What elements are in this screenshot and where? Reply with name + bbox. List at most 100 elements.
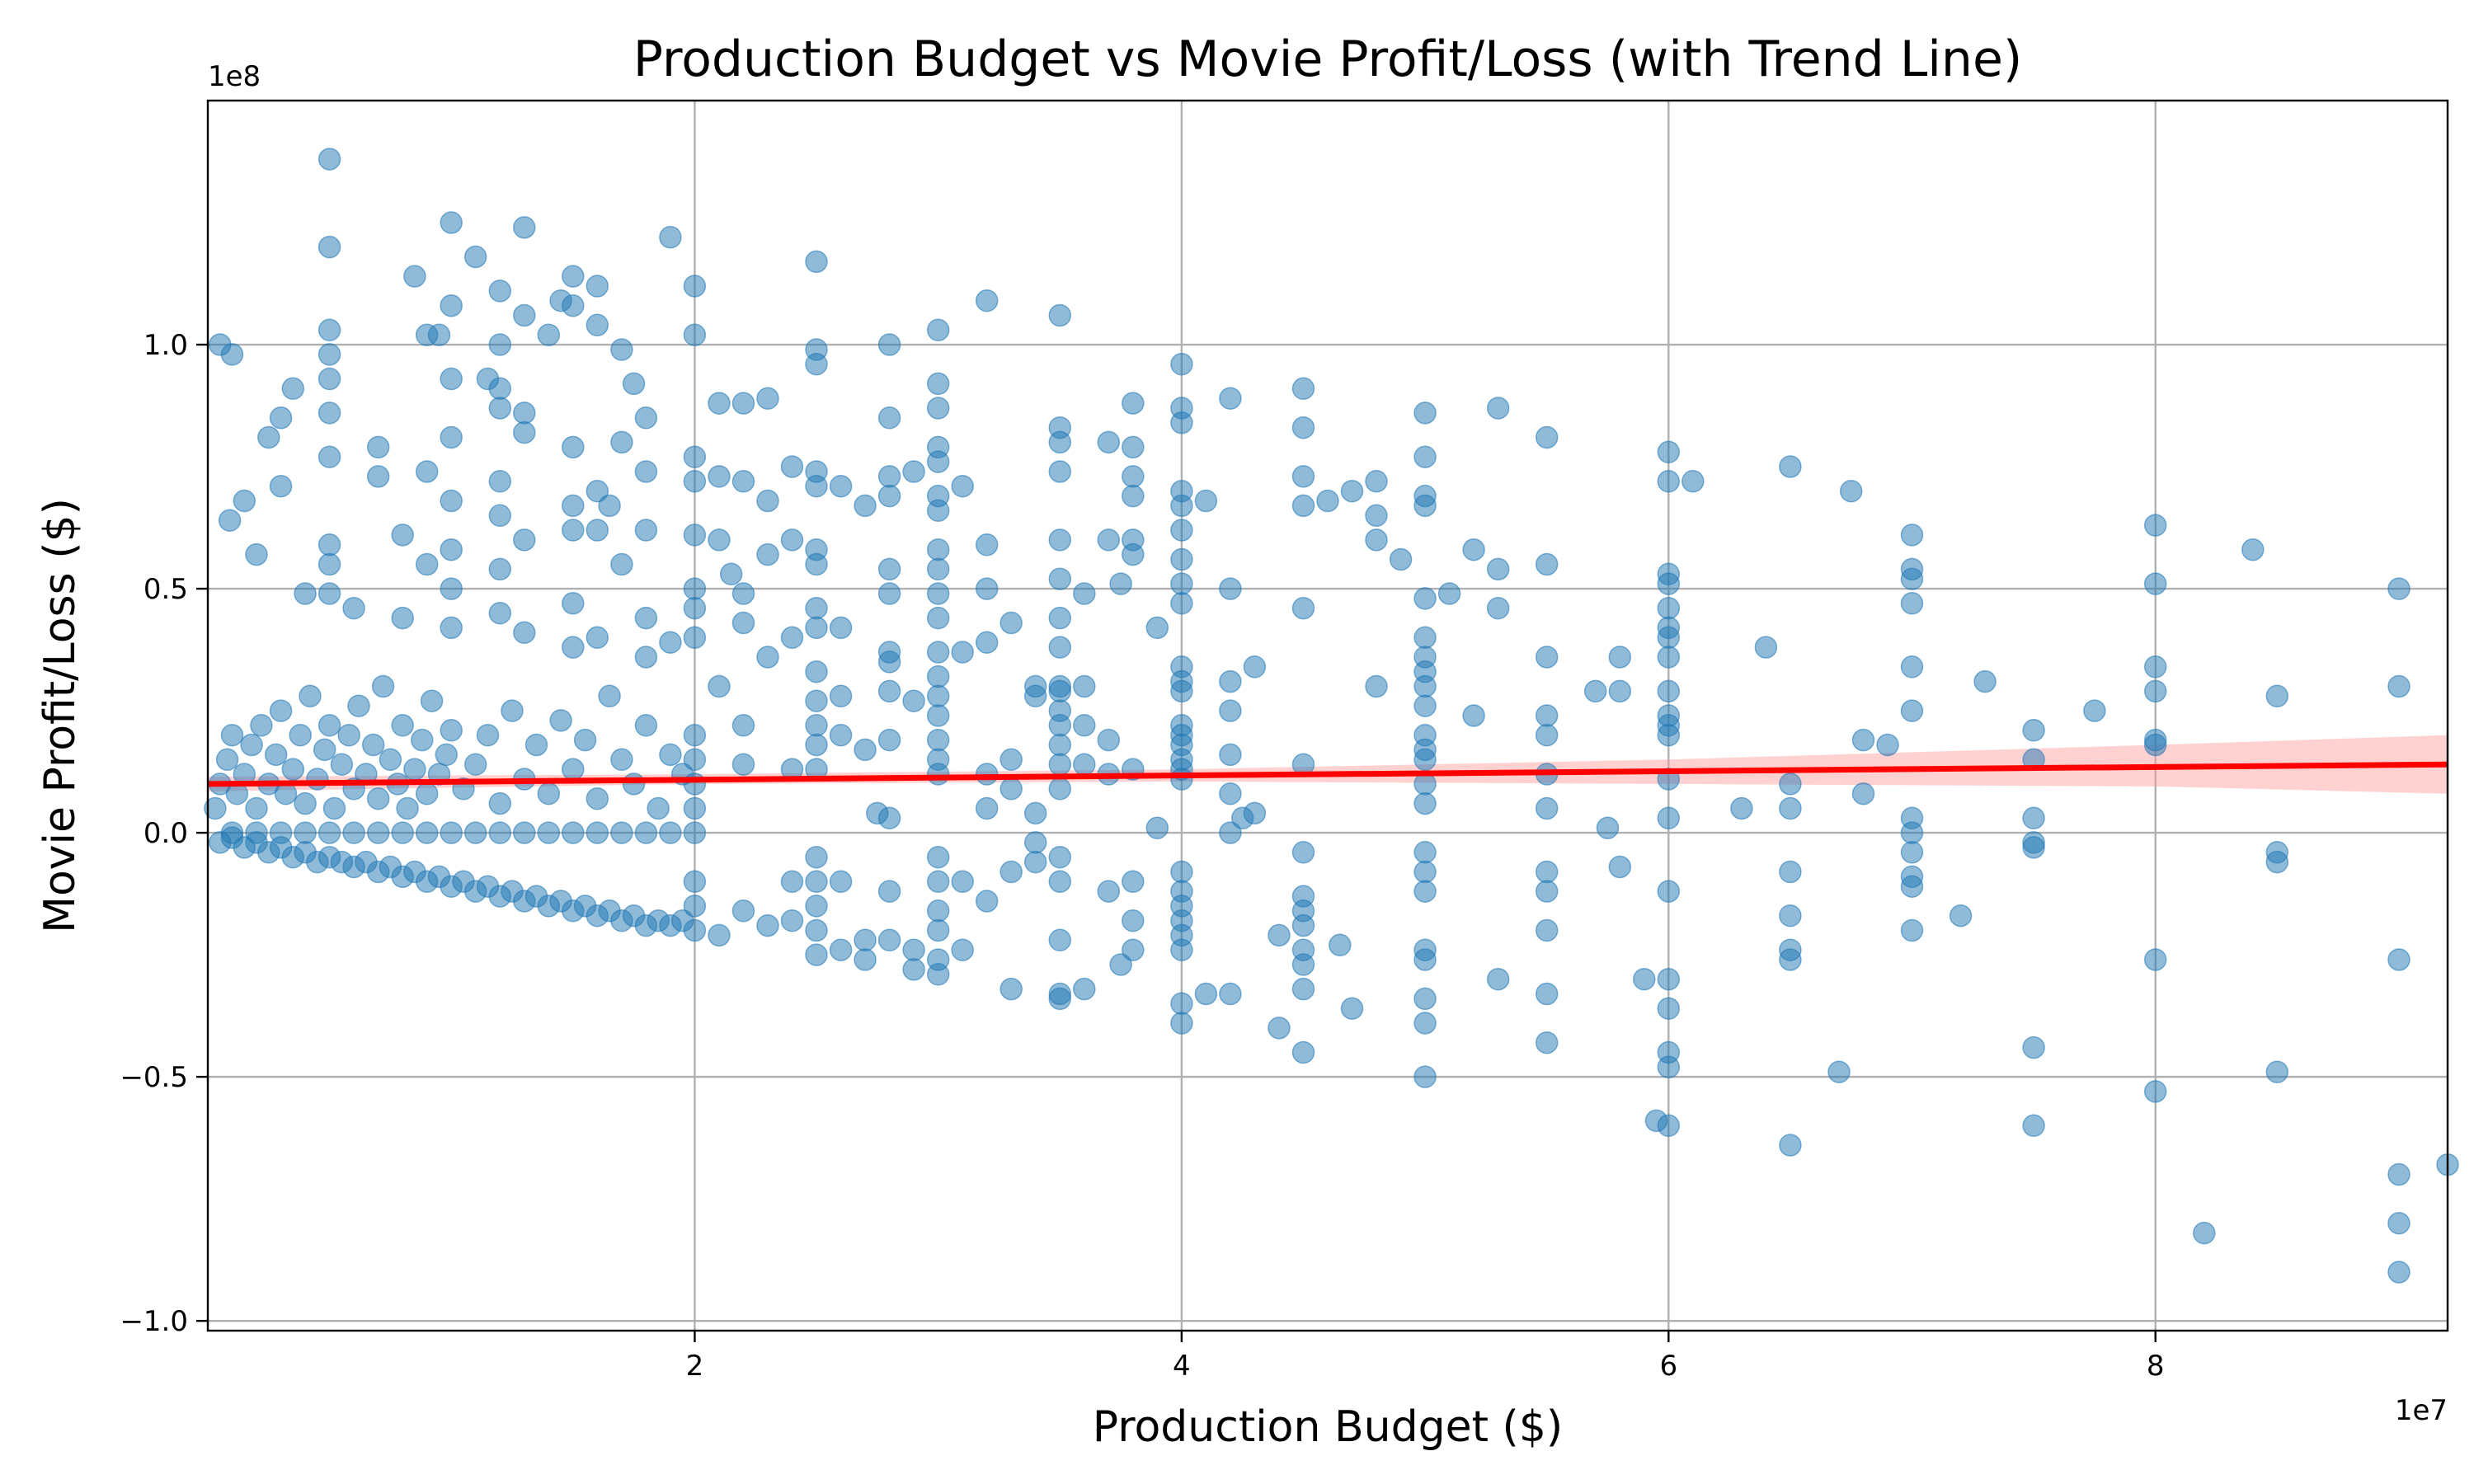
data-point — [926, 318, 950, 342]
data-point — [2387, 948, 2411, 971]
data-point — [780, 528, 804, 552]
data-point — [999, 977, 1023, 1001]
data-point — [877, 582, 901, 605]
data-point — [463, 753, 487, 776]
data-point — [562, 494, 585, 518]
y-axis-label: Movie Profit/Loss ($) — [35, 498, 85, 933]
data-point — [622, 773, 646, 796]
data-point — [586, 821, 609, 844]
data-point — [1657, 880, 1681, 903]
data-point — [403, 758, 426, 781]
data-point — [2265, 684, 2289, 708]
data-point — [975, 577, 999, 600]
data-point — [440, 489, 463, 513]
data-point — [634, 606, 658, 630]
data-point — [2143, 733, 2167, 757]
data-point — [1048, 714, 1072, 737]
data-point — [683, 773, 707, 796]
data-point — [877, 806, 901, 830]
data-point — [877, 679, 901, 703]
data-point — [562, 636, 585, 659]
chart-title: Production Budget vs Movie Profit/Loss (… — [633, 31, 2023, 88]
data-point — [1535, 982, 1559, 1006]
data-point — [708, 465, 731, 488]
data-point — [926, 641, 950, 664]
data-point — [1170, 679, 1193, 703]
data-point — [215, 748, 239, 772]
data-point — [1291, 1040, 1315, 1064]
data-point — [1827, 1060, 1851, 1083]
data-point — [1122, 542, 1145, 566]
data-point — [524, 733, 548, 757]
data-point — [1413, 587, 1437, 610]
data-point — [1583, 679, 1607, 703]
data-point — [683, 626, 707, 650]
data-point — [1779, 860, 1802, 884]
data-point — [780, 870, 804, 894]
data-point — [306, 768, 329, 791]
data-point — [2143, 1080, 2167, 1103]
data-point — [476, 723, 500, 747]
data-point — [1413, 494, 1437, 518]
data-point — [598, 494, 621, 518]
data-point — [463, 245, 487, 269]
data-point — [1073, 753, 1096, 776]
data-point — [1657, 679, 1681, 703]
data-point — [951, 474, 974, 498]
data-point — [683, 918, 707, 942]
x-ticks: 2 4 6 8 — [686, 1331, 2165, 1383]
data-point — [1048, 528, 1072, 552]
data-point — [2022, 806, 2045, 830]
data-point — [975, 796, 999, 820]
data-point — [415, 460, 439, 483]
data-point — [926, 606, 950, 630]
data-point — [1535, 880, 1559, 903]
data-point — [805, 943, 828, 966]
data-point — [1170, 411, 1193, 434]
data-point — [708, 923, 731, 947]
data-point — [317, 235, 341, 259]
data-point — [257, 425, 280, 449]
data-point — [281, 758, 305, 781]
data-point — [1900, 875, 1924, 898]
data-point — [877, 928, 901, 952]
data-point — [488, 791, 512, 815]
data-point — [1413, 791, 1437, 815]
data-point — [1291, 377, 1315, 401]
data-point — [1657, 997, 1681, 1020]
data-point — [999, 611, 1023, 635]
data-point — [1048, 987, 1072, 1011]
data-point — [233, 489, 256, 513]
data-point — [1122, 435, 1145, 459]
data-point — [877, 880, 901, 903]
data-point — [2241, 538, 2265, 561]
data-point — [1779, 455, 1802, 478]
y-tick-label: 0.0 — [143, 817, 188, 850]
data-point — [975, 289, 999, 312]
data-point — [659, 821, 682, 844]
data-point — [1657, 967, 1681, 991]
data-point — [440, 616, 463, 640]
data-point — [1291, 977, 1315, 1001]
data-point — [805, 845, 828, 869]
data-point — [501, 699, 524, 722]
data-point — [1657, 1114, 1681, 1138]
data-point — [805, 660, 828, 683]
data-point — [371, 674, 395, 698]
data-point — [926, 704, 950, 727]
data-point — [322, 796, 346, 820]
data-point — [488, 601, 512, 625]
data-point — [1365, 504, 1388, 528]
data-point — [2143, 948, 2167, 971]
data-point — [683, 323, 707, 346]
data-point — [1194, 982, 1218, 1006]
data-point — [379, 748, 402, 772]
data-point — [513, 528, 536, 552]
data-point — [975, 631, 999, 654]
data-point — [1048, 636, 1072, 659]
data-point — [1535, 425, 1559, 449]
data-point — [1073, 977, 1096, 1001]
data-point — [2022, 1036, 2045, 1059]
data-point — [342, 596, 365, 620]
data-point — [731, 714, 755, 737]
